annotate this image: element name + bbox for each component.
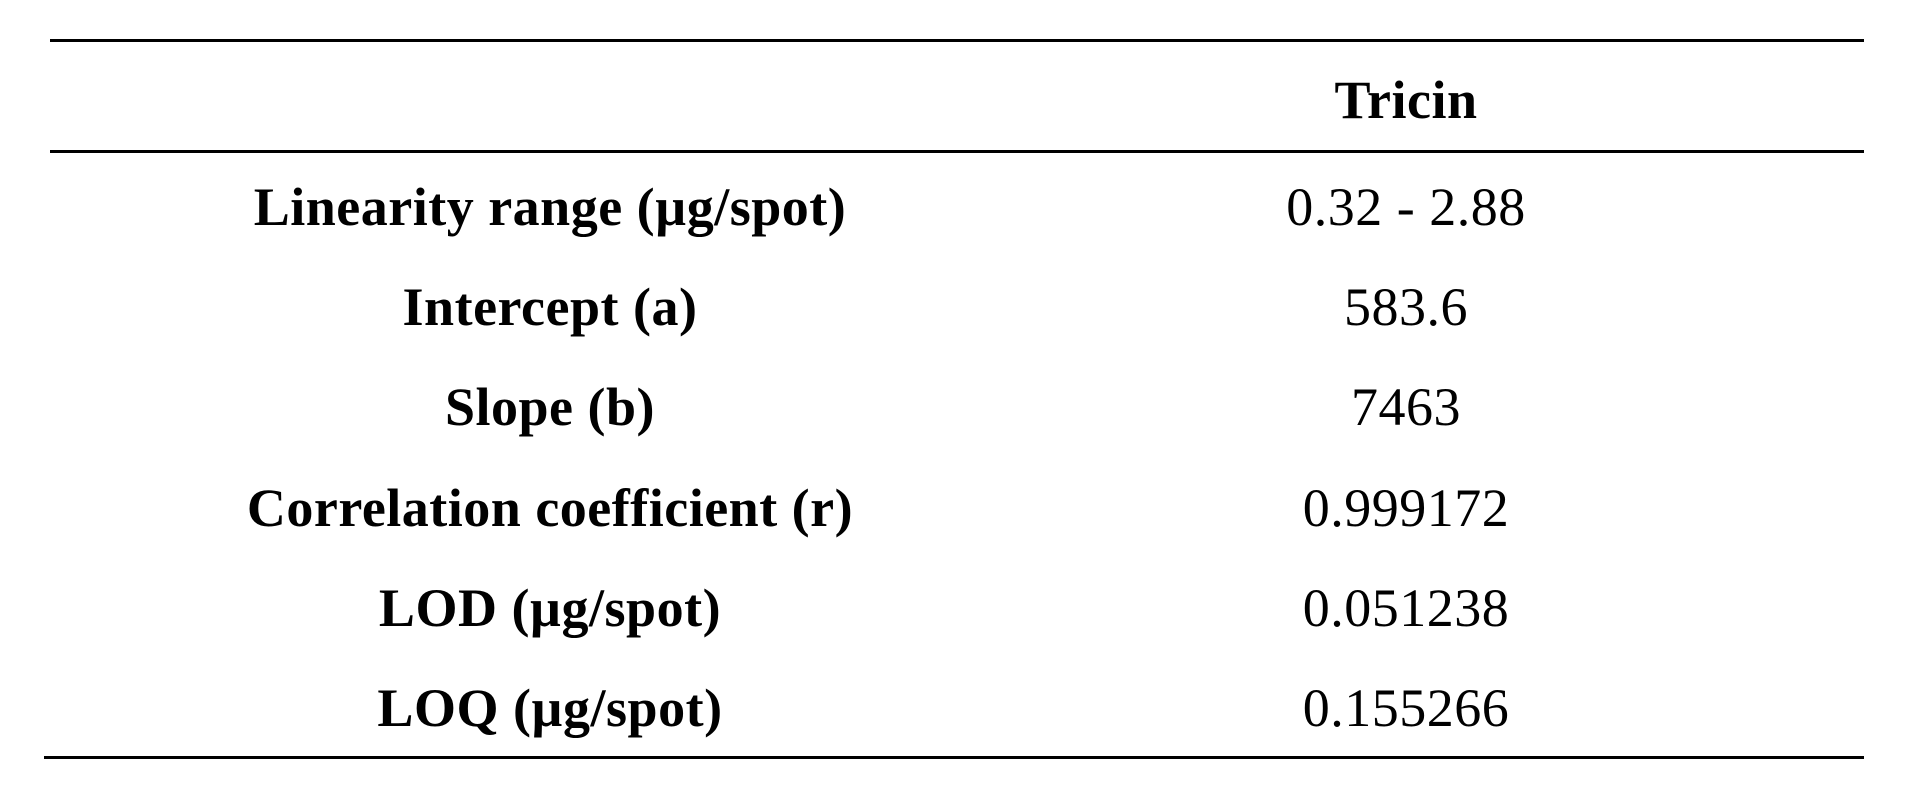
row-label: Linearity range (µg/spot) <box>253 177 847 237</box>
table-row: LOD (µg/spot) 0.051238 <box>50 558 1864 658</box>
row-label: Correlation coefficient (r) <box>246 478 854 538</box>
row-value: 0.32 - 2.88 <box>1286 177 1526 237</box>
row-value: 0.999172 <box>1302 478 1510 538</box>
column-header-tricin: Tricin <box>1334 70 1478 130</box>
row-label: LOD (µg/spot) <box>378 578 722 638</box>
row-label: Intercept (a) <box>402 277 698 337</box>
row-label: LOQ (µg/spot) <box>377 678 723 738</box>
table-row: Slope (b) 7463 <box>50 357 1864 457</box>
row-value: 0.051238 <box>1302 578 1510 638</box>
table-top-rule <box>50 39 1864 42</box>
row-value: 7463 <box>1351 377 1461 437</box>
table-row: Correlation coefficient (r) 0.999172 <box>50 458 1864 558</box>
table-row: Linearity range (µg/spot) 0.32 - 2.88 <box>50 157 1864 257</box>
table-row: Intercept (a) 583.6 <box>50 257 1864 357</box>
table-bottom-rule <box>44 756 1864 759</box>
table-header-rule <box>50 150 1864 153</box>
row-label: Slope (b) <box>444 377 656 437</box>
row-value: 583.6 <box>1344 277 1468 337</box>
row-value: 0.155266 <box>1302 678 1510 738</box>
table-row: LOQ (µg/spot) 0.155266 <box>50 658 1864 758</box>
